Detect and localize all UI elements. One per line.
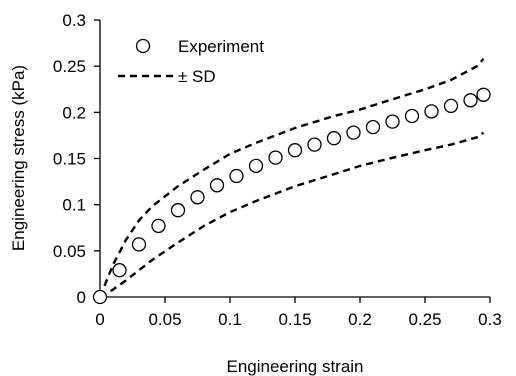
- experiment-point: [326, 131, 342, 146]
- x-tick-label: 0.3: [478, 310, 502, 329]
- x-tick-label: 0: [95, 310, 104, 329]
- experiment-point: [248, 158, 264, 174]
- x-axis-title: Engineering strain: [226, 357, 363, 376]
- x-tick-label: 0.15: [278, 310, 311, 329]
- legend: Experiment ± SD: [118, 37, 264, 86]
- experiment-point: [365, 119, 381, 135]
- experiment-point: [463, 93, 478, 108]
- experiment-point: [443, 98, 459, 114]
- experiment-point: [151, 218, 166, 234]
- y-tick-label: 0.05: [53, 242, 86, 261]
- experiment-point: [92, 289, 108, 305]
- experiment-point: [112, 263, 127, 278]
- experiment-point: [476, 87, 491, 102]
- experiment-point: [307, 137, 322, 152]
- y-tick-label: 0.2: [62, 103, 86, 122]
- experiment-point: [268, 150, 283, 165]
- experiment-point: [190, 190, 205, 205]
- axis-ticks: 0 0.05 0.1 0.15 0.2 0.25 0.3 0 0.05 0.1 0.15 0.2 0.2…: [53, 11, 502, 329]
- x-tick-label: 0.2: [348, 310, 372, 329]
- x-tick-label: 0.05: [148, 310, 181, 329]
- experiment-point: [346, 125, 361, 140]
- y-tick-label: 0: [77, 288, 86, 307]
- y-tick-label: 0.1: [62, 196, 86, 215]
- experiment-point: [170, 203, 186, 218]
- experiment-point: [404, 108, 420, 124]
- y-tick-label: 0.3: [62, 11, 86, 30]
- x-tick-label: 0.25: [408, 310, 441, 329]
- experiment-point: [424, 104, 439, 119]
- sd-lines: [98, 58, 485, 299]
- y-axis-title: Engineering stress (kPa): [9, 65, 28, 251]
- experiment-point: [209, 178, 225, 193]
- x-tick-label: 0.1: [218, 310, 242, 329]
- legend-experiment-label: Experiment: [178, 37, 264, 56]
- experiment-point: [131, 237, 147, 252]
- legend-experiment-marker: [135, 38, 151, 54]
- experiment-point: [385, 114, 400, 129]
- y-tick-label: 0.15: [53, 150, 86, 169]
- experiment-point: [229, 168, 244, 184]
- legend-sd-label: ± SD: [178, 67, 216, 86]
- sd-upper-line: [98, 58, 485, 298]
- experiment-points: [92, 87, 491, 305]
- sd-lower-line: [99, 131, 485, 299]
- experiment-point: [287, 143, 303, 158]
- plot-area: [99, 20, 490, 298]
- y-tick-label: 0.25: [53, 57, 86, 76]
